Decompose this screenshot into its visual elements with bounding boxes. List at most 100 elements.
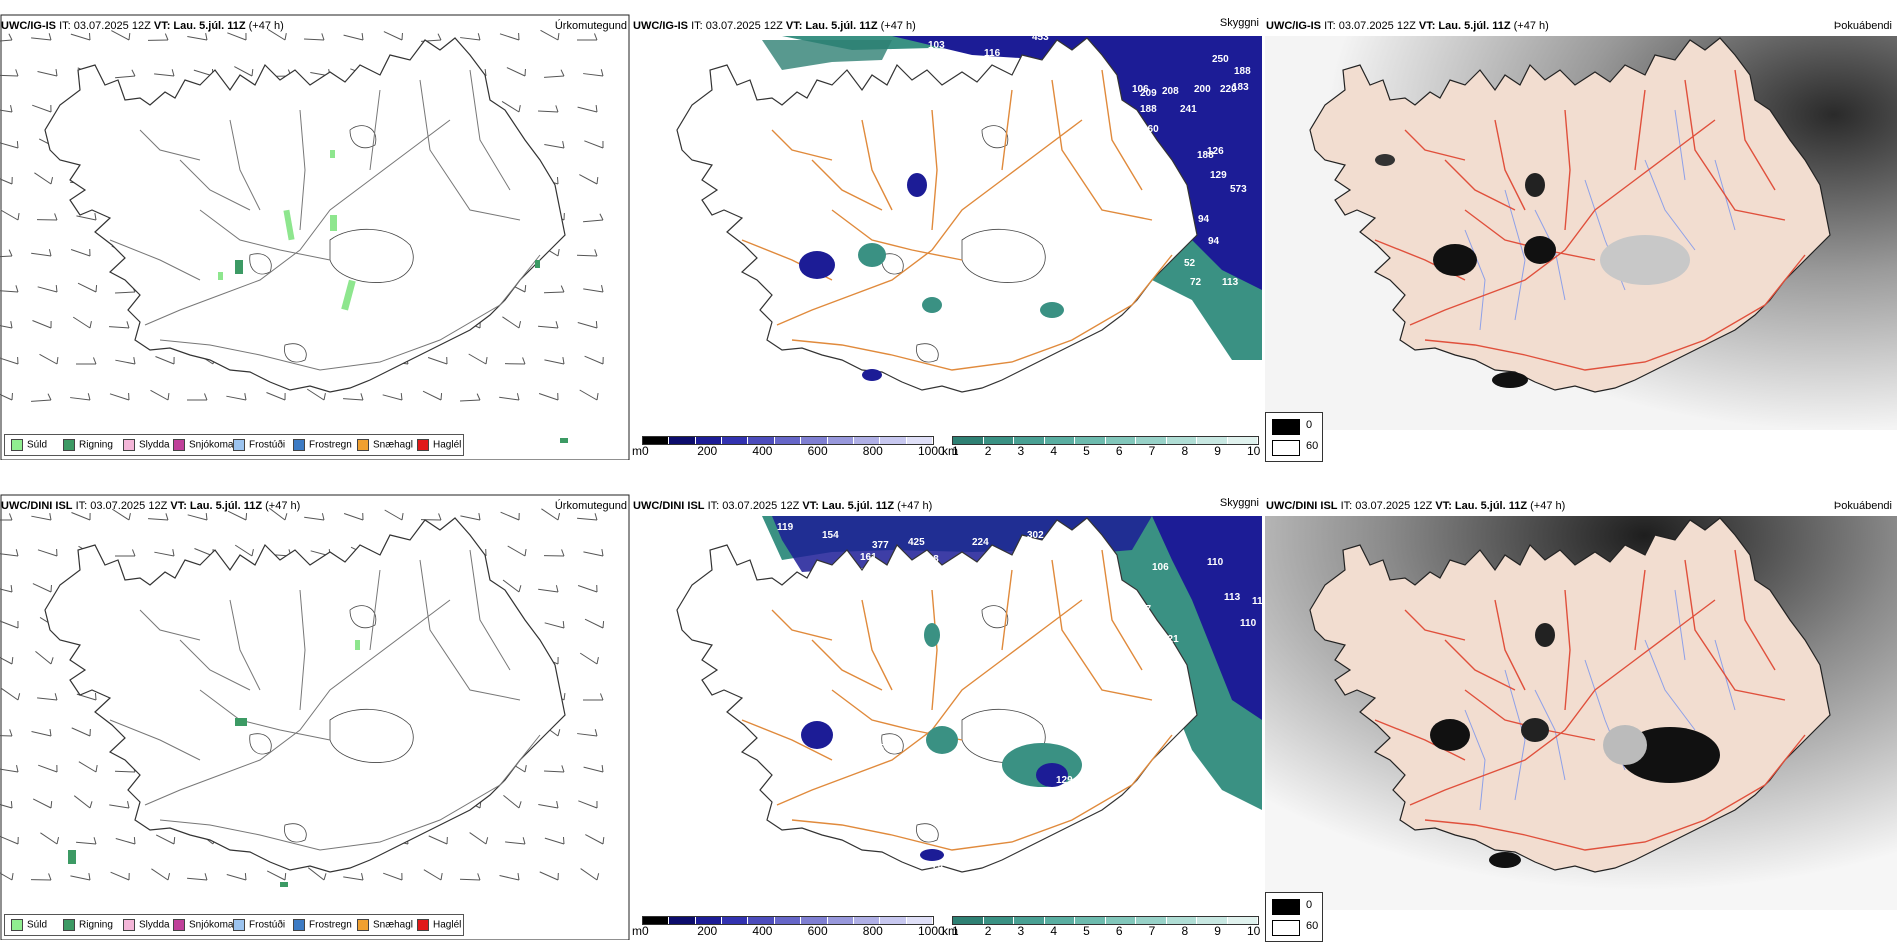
wind-barb: [34, 172, 52, 185]
colorbar-segment: [695, 917, 723, 924]
wind-barb: [539, 871, 559, 881]
cloud-height-label: 53: [904, 704, 916, 715]
wind-barb: [267, 28, 286, 41]
cloud-height-label: 121: [1167, 334, 1184, 345]
wind-barb: [580, 868, 598, 881]
wind-barb-flag: [133, 357, 136, 365]
wind-barb: [460, 37, 481, 41]
legend-swatch: [357, 919, 369, 931]
wind-barb: [35, 651, 52, 665]
legend-item-slydda: Slydda: [123, 919, 170, 931]
colorbar-segment: [669, 917, 696, 924]
colorbar-tick: 1: [952, 444, 959, 458]
wind-barb-flag: [49, 729, 52, 737]
wind-barb-flag: [361, 873, 364, 881]
panel-title: Þokuábendi: [1833, 500, 1892, 512]
cloud-height-label: 106: [1132, 84, 1149, 95]
wind-barb-flag: [92, 357, 97, 365]
wind-barb-flag: [131, 549, 136, 557]
fog-panel-row1: UWC/IG-IS IT: 03.07.2025 12Z VT: Lau. 5.…: [1265, 0, 1897, 460]
legend-swatch: [293, 439, 305, 451]
wind-barb: [72, 316, 91, 329]
wind-barb: [428, 835, 448, 845]
legend-item-snæhagl: Snæhagl: [357, 919, 413, 931]
wind-barb-flag: [602, 620, 605, 629]
visibility-colorbar-row1: km 1 2 3 4 5 6 7 8 9 10: [942, 436, 1262, 458]
wind-barb-flag: [128, 32, 131, 41]
wind-barb: [109, 326, 130, 329]
legend-swatch: [63, 919, 75, 931]
wind-barb-flag: [10, 800, 13, 809]
wind-barb: [31, 731, 52, 737]
wind-barb: [460, 515, 481, 521]
cloud-height-label: 121: [1166, 658, 1183, 669]
wind-barb: [155, 356, 175, 365]
wind-barb-flag: [54, 213, 58, 221]
cloud-height-label: 250: [1212, 54, 1229, 65]
wind-barb: [577, 106, 598, 113]
wind-barb-flag: [524, 549, 527, 557]
wind-barb: [583, 551, 604, 557]
wind-barb: [469, 832, 487, 845]
wind-barb-flag: [555, 321, 559, 329]
wind-barb: [499, 33, 520, 41]
wind-barb-flag: [89, 801, 93, 809]
colorbar-tick: 5: [1083, 444, 1090, 458]
wind-barb-flag: [601, 549, 604, 557]
wind-barb-flag: [94, 692, 97, 701]
wind-barb-flag: [555, 105, 559, 113]
wind-barb-flag: [596, 873, 600, 881]
legend-item-súld: Súld: [11, 439, 47, 451]
legend-label: Súld: [27, 919, 48, 931]
legend-swatch: [123, 439, 135, 451]
cloud-height-label: 94: [1208, 236, 1220, 247]
wind-barb: [577, 517, 598, 521]
cloud-height-label: 116: [984, 48, 1001, 59]
colorbar-segment: [1105, 917, 1136, 924]
wind-barb: [187, 877, 208, 881]
colorbar-segment: [748, 437, 775, 444]
wind-barb: [70, 875, 91, 881]
wind-barb: [0, 255, 13, 258]
wind-barb-flag: [594, 729, 598, 737]
panel-header: UWC/DINI ISL IT: 03.07.2025 12Z VT: Lau.…: [1, 500, 301, 512]
colorbar-segment: [1044, 917, 1075, 924]
wind-barb-flag: [400, 392, 403, 401]
wind-barb-flag: [524, 284, 527, 293]
panel-title: Þokuábendi: [1833, 20, 1892, 32]
wind-barb: [507, 545, 526, 557]
wind-barb-flag: [127, 801, 130, 809]
wind-barb-flag: [556, 801, 559, 809]
wind-barb: [502, 316, 520, 329]
colorbar-tick: 4: [1050, 444, 1058, 458]
cloud-height-label: 103: [928, 40, 945, 51]
cloud-height-label: 178: [894, 560, 911, 571]
colorbar-segment: [801, 437, 828, 444]
colorbar-tick: 6: [1115, 924, 1123, 938]
wind-barb: [38, 764, 58, 773]
wind-barb: [71, 512, 91, 521]
wind-barb-flag: [251, 68, 254, 77]
wind-barb-flag: [133, 836, 136, 845]
wind-barb: [37, 71, 58, 77]
wind-barb-flag: [594, 513, 598, 521]
wind-barb: [540, 29, 559, 41]
wind-barb: [111, 30, 130, 41]
wind-barb: [187, 514, 208, 521]
wind-barb: [584, 618, 604, 629]
wind-barb: [579, 652, 598, 665]
legend-item-snæhagl: Snæhagl: [357, 439, 413, 451]
wind-barb-flag: [477, 873, 481, 881]
wind-barb-flag: [56, 356, 59, 365]
wind-barb: [0, 872, 13, 881]
wind-barb-flag: [167, 873, 171, 881]
legend-item-frostregn: Frostregn: [293, 919, 352, 931]
colorbar-tick: 7: [1148, 444, 1156, 458]
cloud-height-label: 112: [1252, 596, 1262, 607]
wind-barb-flag: [55, 69, 58, 77]
ceiling-colorbar-row1: m 0 200 400 600 800 1000: [632, 436, 945, 458]
colorbar-tick: 400: [752, 924, 773, 938]
wind-barb-flag: [8, 249, 13, 257]
wind-barb-flag: [88, 32, 91, 41]
cloud-height-label: 298: [922, 554, 939, 565]
